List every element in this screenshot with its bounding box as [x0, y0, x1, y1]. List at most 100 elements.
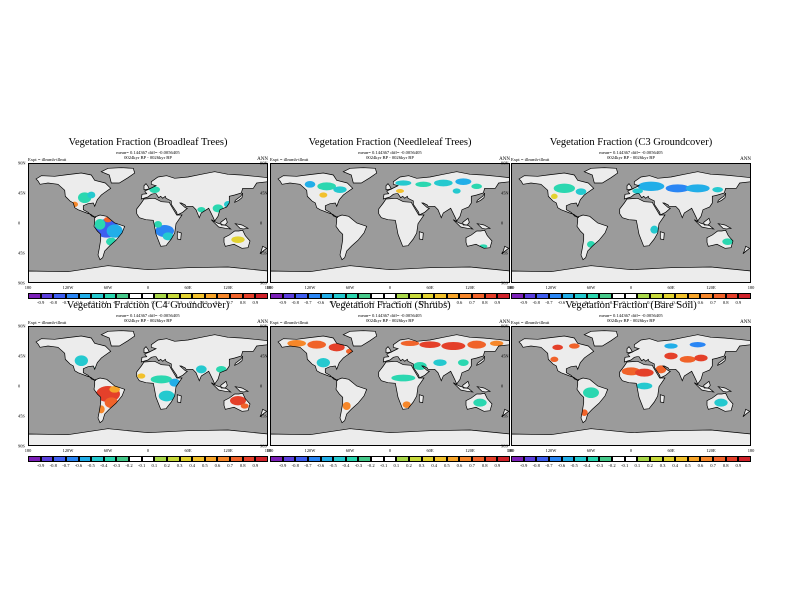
colorbar-swatch — [624, 456, 638, 462]
colorbar-tick-label: 0.8 — [239, 300, 246, 305]
colorbar-swatch — [116, 456, 129, 462]
colorbar-swatch — [282, 293, 296, 299]
colorbar-swatch — [270, 293, 283, 299]
colorbar-labels: -0.9 -0.8 -0.7 -0.6 -0.5 -0.4 -0.3 -0.2 -0.1 0.1 0… — [28, 463, 268, 469]
colorbar-swatch — [129, 456, 142, 462]
colorbar-swatch — [255, 456, 268, 462]
colorbar-tick-label: -0.1 — [380, 463, 388, 468]
anomaly-patch — [137, 373, 146, 379]
anomaly-patch — [400, 340, 420, 346]
colorbar-tick-label: -0.9 — [519, 300, 528, 305]
coastline — [342, 167, 378, 184]
colorbar-tick-label: -0.4 — [100, 300, 108, 305]
colorbar-swatch — [586, 456, 600, 462]
colorbar-tick-label: -0.8 — [49, 463, 57, 468]
colorbar-tick-label: -0.1 — [621, 463, 629, 468]
lon-tick-label: 120E — [706, 448, 716, 453]
colorbar-swatch — [383, 293, 397, 299]
colorbar-swatch — [408, 293, 422, 299]
colorbar-swatch — [103, 456, 117, 462]
colorbar-swatch — [396, 293, 409, 299]
colorbar-swatch — [434, 293, 447, 299]
land-japan — [476, 356, 485, 366]
colorbar-swatch — [166, 293, 180, 299]
colorbar-swatch — [396, 456, 409, 462]
colorbar-tick-label: 0.3 — [176, 463, 183, 468]
panel-shrubs: Vegetation Fraction (Shrubs) mean= 0.1443… — [260, 300, 513, 485]
colorbar-tick-label: 0.7 — [469, 300, 475, 305]
colorbar-tick-label: 0.6 — [456, 463, 463, 468]
anomaly-patch — [635, 368, 654, 377]
coastline — [335, 377, 368, 424]
colorbar-swatch — [28, 456, 41, 462]
map-frame — [270, 163, 510, 283]
colorbar-swatch — [675, 456, 688, 462]
coastline — [717, 355, 727, 366]
coastline — [100, 167, 136, 184]
panel-title: Vegetation Fraction (Needleleaf Trees) — [308, 137, 472, 148]
lon-tick-label: 60E — [184, 448, 192, 453]
colorbar-tick-label: -0.5 — [87, 300, 95, 305]
coastline — [93, 214, 126, 261]
anomaly-patch — [342, 402, 351, 410]
map-plot — [28, 326, 268, 446]
coastline — [706, 229, 734, 249]
coastline — [453, 382, 474, 393]
anomaly-field — [71, 186, 245, 246]
colorbar-labels: -0.9 -0.8 -0.7 -0.6 -0.5 -0.4 -0.3 -0.2 -0.1 0.1 0… — [511, 463, 751, 469]
anomaly-patch — [391, 374, 416, 382]
colorbar-swatch — [179, 456, 193, 462]
land-antarctica — [28, 265, 268, 283]
colorbar-swatch — [371, 293, 384, 299]
mean-diff-label: mean= 0.144367 diff= -0.0056405 — [599, 150, 663, 155]
colorbar-tick-label: 0.2 — [406, 463, 412, 468]
lat-tick-label: 90N — [501, 323, 509, 329]
colorbar-swatch — [612, 293, 625, 299]
colorbar-swatch — [217, 456, 230, 462]
panel-bare-soil: Vegetation Fraction (Bare Soil) mean= 0.1… — [501, 300, 754, 485]
colorbar-swatch — [548, 293, 562, 299]
lat-tick-label: 0 — [18, 220, 21, 226]
colorbar-tick-label: -0.3 — [595, 463, 604, 468]
colorbar-tick-label: 0.8 — [722, 300, 729, 305]
coastline — [717, 223, 733, 230]
colorbar-tick-label: -0.2 — [367, 463, 375, 468]
anomaly-patch — [569, 343, 580, 349]
colorbar-tick-label: 0.4 — [189, 300, 196, 305]
coastline — [234, 192, 244, 203]
colorbar-swatch — [242, 293, 256, 299]
anomaly-patch — [402, 401, 411, 408]
experiment-label: Expt = tllmmh-tllmtt — [28, 157, 67, 162]
colorbar-tick-label: 0.9 — [735, 300, 742, 305]
anomaly-patch — [162, 232, 174, 241]
colorbar-swatch — [179, 293, 193, 299]
colorbar-swatch — [307, 456, 321, 462]
anomaly-patch — [552, 344, 563, 350]
land-north-america — [36, 336, 111, 381]
colorbar-swatch — [675, 293, 688, 299]
anomaly-patch — [333, 186, 347, 193]
anomaly-patch — [109, 386, 120, 393]
coastline — [623, 334, 751, 385]
colorbar-tick-label: 0.3 — [418, 463, 425, 468]
colorbar-swatch — [511, 293, 524, 299]
land-greenland — [343, 167, 377, 183]
coastline — [717, 386, 733, 393]
coastline — [28, 265, 268, 283]
colorbar-tick-label: -0.3 — [595, 300, 604, 305]
lat-tick-label: 90S — [260, 280, 267, 286]
anomaly-patch — [550, 356, 559, 362]
colorbar-tick-label: -0.2 — [608, 463, 616, 468]
lon-tick-label: 180 — [264, 285, 272, 290]
colorbar-tick-label: 0.9 — [494, 463, 501, 468]
anomaly-patch — [722, 238, 733, 245]
lat-tick-label: 90S — [501, 443, 508, 449]
map-plot — [511, 326, 751, 446]
colorbar-swatch — [713, 456, 726, 462]
colorbar-tick-label: -0.7 — [545, 300, 553, 305]
colorbar-swatch — [129, 293, 142, 299]
coastline — [703, 380, 711, 389]
colorbar-tick-label: -0.4 — [100, 463, 108, 468]
experiment-label: Expt = tllmmh-tllmtt — [28, 320, 67, 325]
